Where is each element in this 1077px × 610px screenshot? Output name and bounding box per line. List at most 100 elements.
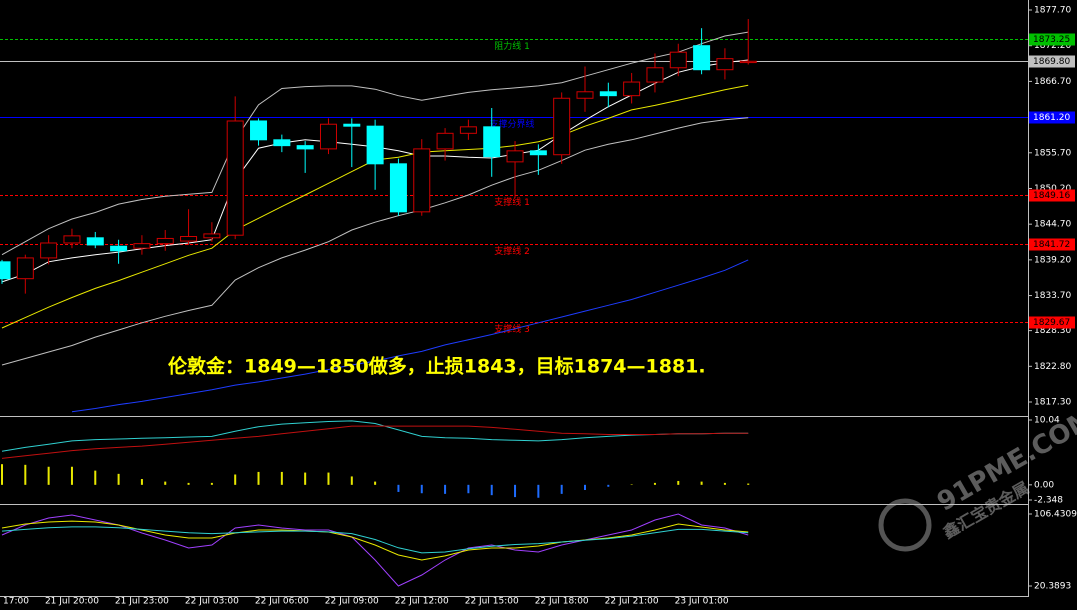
histogram-bar: [444, 484, 447, 494]
y-tick-label: 1844.70: [1034, 220, 1071, 230]
candle-body: [343, 123, 361, 127]
candle-body: [436, 132, 454, 150]
candle-body: [366, 125, 384, 165]
candle-body: [16, 257, 34, 280]
indicator-line: [1, 425, 749, 459]
level-price-box: [1029, 189, 1075, 202]
indicator-line: [1, 420, 749, 452]
histogram-bar: [94, 470, 97, 485]
indicator-line: [71, 259, 749, 413]
y-tick-label: 1855.70: [1034, 148, 1071, 158]
candle-body: [576, 91, 594, 99]
histogram-bar: [257, 471, 260, 485]
histogram-bar: [630, 484, 633, 486]
level-label: 阻力线 1: [494, 40, 530, 52]
x-tick-label: 22 Jul 09:00: [325, 597, 379, 607]
x-tick-label: 21 Jul 20:00: [45, 597, 99, 607]
y-tick-label: 10.04: [1034, 416, 1060, 426]
histogram-bar: [537, 484, 540, 498]
level-price: 1869.80: [1033, 57, 1070, 67]
level-label: 支撑分界线: [489, 118, 534, 130]
histogram-bar: [374, 481, 377, 485]
histogram-bar: [117, 473, 120, 485]
y-tick-label: 1839.20: [1034, 255, 1071, 265]
histogram-bar: [607, 484, 610, 487]
x-tick-label: 22 Jul 18:00: [535, 597, 589, 607]
x-tick-label: 22 Jul 06:00: [255, 597, 309, 607]
y-tick-label: 1822.80: [1034, 362, 1071, 372]
x-tick-label: 22 Jul 15:00: [465, 597, 519, 607]
histogram-bar: [210, 482, 213, 485]
y-tick-label: 0.00: [1034, 480, 1054, 490]
candle-body: [250, 120, 268, 141]
x-tick-label: 23 Jul 01:00: [675, 597, 729, 607]
x-tick-label: 21 Jul 23:00: [115, 597, 169, 607]
x-tick-label: 22 Jul 03:00: [185, 597, 239, 607]
histogram-bar: [467, 484, 470, 494]
candle-body: [646, 67, 664, 83]
histogram-bar: [327, 472, 330, 485]
histogram-bar: [397, 484, 400, 492]
level-price: 1849.16: [1033, 191, 1070, 201]
candle-body: [296, 145, 314, 150]
annotation: 伦敦金：1849—1850做多，止损1843，目标1874—1881.: [168, 355, 706, 378]
candle-body: [506, 150, 524, 163]
histogram-bar: [187, 482, 190, 485]
histogram-bar: [350, 476, 353, 485]
candle-body: [716, 58, 734, 71]
y-tick-label: 1817.30: [1034, 398, 1071, 408]
candle-body: [389, 163, 407, 213]
histogram-bar: [1, 464, 3, 485]
histogram-bar: [700, 481, 703, 485]
histogram-bar: [747, 483, 750, 485]
level-price-box: [1029, 111, 1075, 124]
indicator-line: [1, 513, 749, 587]
candle-body: [63, 235, 81, 244]
y-tick-label: 1850.20: [1034, 184, 1071, 194]
histogram-bar: [140, 479, 143, 485]
level-label: 支撑线 1: [494, 196, 530, 208]
y-tick-label: 106.4309: [1034, 510, 1077, 520]
watermark-logo: [878, 498, 932, 552]
level-label: 支撑线 2: [494, 245, 530, 257]
y-tick-label: -2.348: [1034, 496, 1063, 506]
x-tick-label: 22 Jul 21:00: [605, 597, 659, 607]
y-tick-label: 1828.30: [1034, 326, 1071, 336]
indicator-line: [1, 520, 749, 561]
y-tick-label: 20.3893: [1034, 582, 1071, 592]
y-tick-label: 1866.70: [1034, 77, 1071, 87]
candle-body: [483, 126, 501, 158]
y-tick-label: 1872.20: [1034, 41, 1071, 51]
candle-body: [413, 148, 431, 213]
candle-body: [156, 237, 174, 245]
level-price: 1873.25: [1033, 35, 1070, 45]
candle-body: [0, 261, 11, 280]
histogram-bar: [653, 482, 656, 485]
candle-body: [180, 236, 198, 242]
level-price-box: [1029, 55, 1075, 68]
candle-body: [133, 243, 151, 249]
candle-body: [529, 150, 547, 156]
candle-body: [459, 126, 477, 134]
histogram-bar: [47, 466, 50, 485]
histogram-bar: [560, 484, 563, 494]
histogram-bar: [584, 484, 586, 491]
level-price-box: [1029, 33, 1075, 46]
indicator-line: [1, 526, 749, 554]
candle-body: [40, 242, 58, 259]
candle-body: [319, 123, 337, 150]
x-tick-label: 21 Jul 17:00: [0, 597, 29, 607]
x-tick-label: 22 Jul 12:00: [395, 597, 449, 607]
candle-body: [599, 91, 617, 97]
histogram-bar: [164, 481, 167, 485]
histogram-bar: [234, 474, 237, 485]
histogram-bar: [514, 484, 517, 498]
candle-body: [86, 237, 104, 246]
histogram-bar: [304, 472, 307, 485]
histogram-bar: [24, 464, 27, 485]
candle-body: [553, 97, 571, 156]
candle-body: [739, 60, 757, 64]
